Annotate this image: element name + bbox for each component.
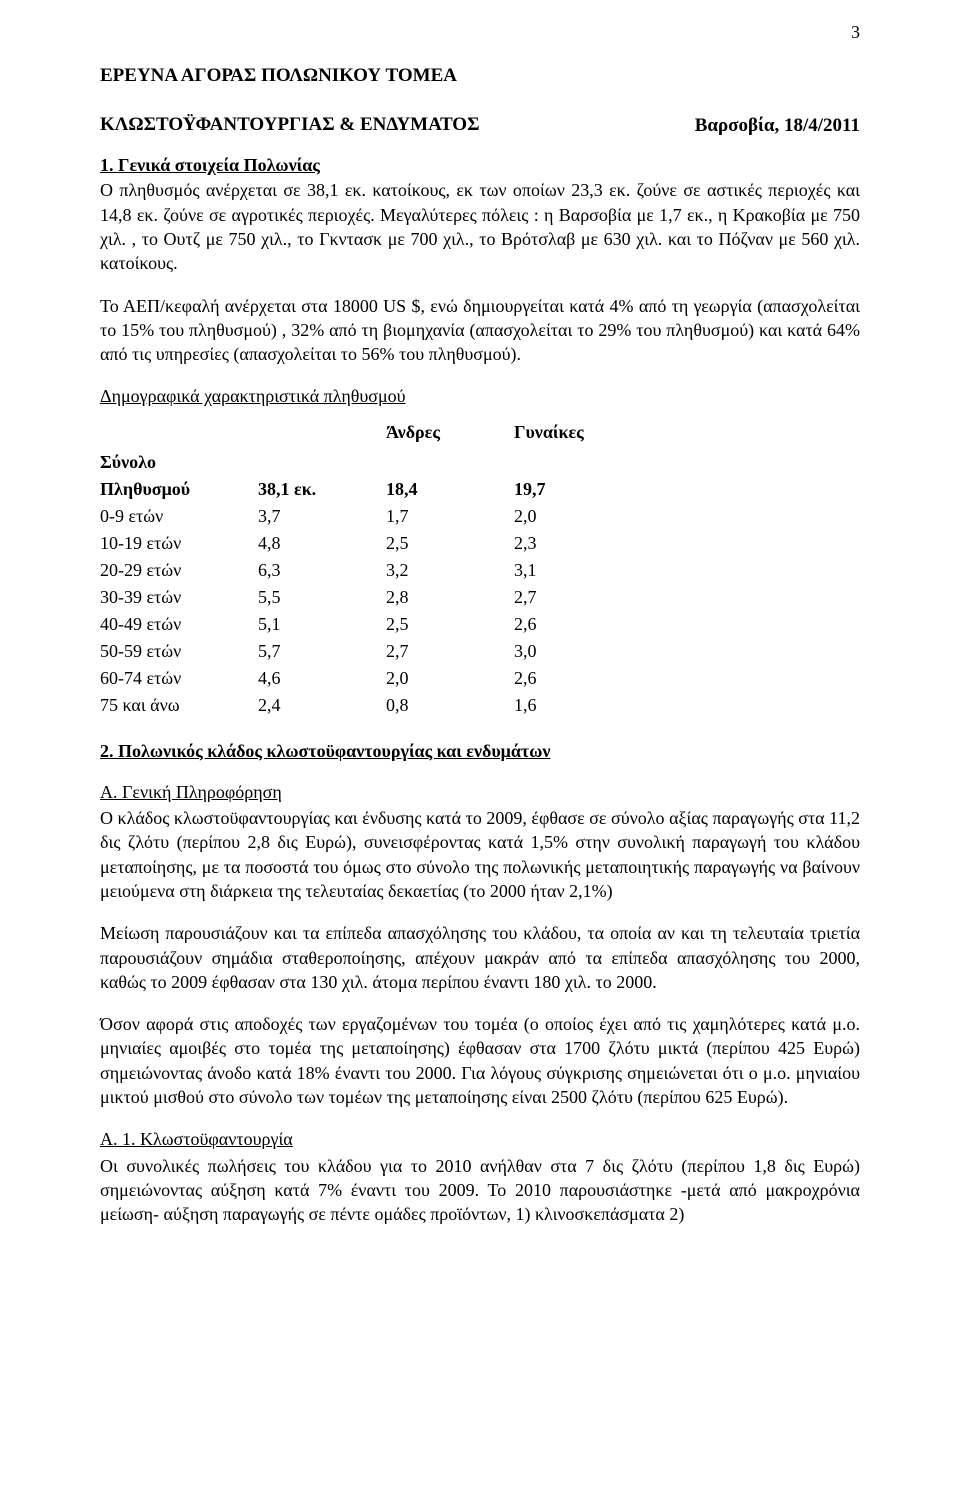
demographics-table: Άνδρες Γυναίκες Σύνολο Πληθυσμού 38,1 εκ…: [100, 419, 622, 719]
row-total: 4,6: [258, 665, 386, 692]
total-men: 18,4: [386, 476, 514, 503]
row-women: 1,6: [514, 692, 622, 719]
table-header-row: Άνδρες Γυναίκες: [100, 419, 622, 449]
row-women: 3,1: [514, 557, 622, 584]
table-row: 10-19 ετών4,82,52,3: [100, 530, 622, 557]
row-label: 20-29 ετών: [100, 557, 258, 584]
row-men: 0,8: [386, 692, 514, 719]
table-row: 75 και άνω2,40,81,6: [100, 692, 622, 719]
row-label: 0-9 ετών: [100, 503, 258, 530]
table-row: 60-74 ετών4,62,02,6: [100, 665, 622, 692]
section-2-heading: 2. Πολωνικός κλάδος κλωστοϋφαντουργίας κ…: [100, 741, 860, 762]
paragraph-a3: Όσον αφορά στις αποδοχές των εργαζομένων…: [100, 1012, 860, 1109]
table-row: 50-59 ετών5,72,73,0: [100, 638, 622, 665]
row-women: 2,6: [514, 611, 622, 638]
row-label: 10-19 ετών: [100, 530, 258, 557]
paragraph-a2: Μείωση παρουσιάζουν και τα επίπεδα απασχ…: [100, 921, 860, 994]
col-women: Γυναίκες: [514, 419, 622, 449]
col-men: Άνδρες: [386, 419, 514, 449]
paragraph-a1b: Οι συνολικές πωλήσεις του κλάδου για το …: [100, 1154, 860, 1227]
total-label-2: Πληθυσμού: [100, 476, 258, 503]
page-number: 3: [851, 22, 860, 43]
row-men: 2,0: [386, 665, 514, 692]
demographics-heading: Δημογραφικά χαρακτηριστικά πληθυσμού: [100, 384, 860, 408]
row-men: 2,5: [386, 611, 514, 638]
row-label: 50-59 ετών: [100, 638, 258, 665]
row-men: 1,7: [386, 503, 514, 530]
row-men: 2,7: [386, 638, 514, 665]
row-women: 2,6: [514, 665, 622, 692]
row-label: 75 και άνω: [100, 692, 258, 719]
paragraph-2: Το ΑΕΠ/κεφαλή ανέρχεται στα 18000 US $, …: [100, 294, 860, 367]
row-women: 2,0: [514, 503, 622, 530]
table-row: 40-49 ετών5,12,52,6: [100, 611, 622, 638]
section-1-heading: 1. Γενικά στοιχεία Πολωνίας: [100, 155, 860, 176]
row-men: 2,5: [386, 530, 514, 557]
row-label: 30-39 ετών: [100, 584, 258, 611]
subsection-a-heading: Α. Γενική Πληροφόρηση: [100, 780, 860, 804]
row-total: 4,8: [258, 530, 386, 557]
table-total-label-row-1: Σύνολο: [100, 449, 622, 476]
total-label-1: Σύνολο: [100, 449, 258, 476]
total-women: 19,7: [514, 476, 622, 503]
paragraph-a1: Ο κλάδος κλωστοϋφαντουργίας και ένδυσης …: [100, 806, 860, 903]
subsection-a1-heading: Α. 1. Κλωστοϋφαντουργία: [100, 1127, 860, 1151]
row-men: 2,8: [386, 584, 514, 611]
row-men: 3,2: [386, 557, 514, 584]
total-val: 38,1 εκ.: [258, 476, 386, 503]
row-total: 5,1: [258, 611, 386, 638]
row-total: 5,7: [258, 638, 386, 665]
paragraph-1: Ο πληθυσμός ανέρχεται σε 38,1 εκ. κατοίκ…: [100, 178, 860, 275]
title-line-1: ΕΡΕΥΝΑ ΑΓΟΡΑΣ ΠΟΛΩΝΙΚΟΥ ΤΟΜΕΑ: [100, 64, 860, 89]
table-row: 20-29 ετών6,33,23,1: [100, 557, 622, 584]
row-women: 2,7: [514, 584, 622, 611]
row-total: 6,3: [258, 557, 386, 584]
table-row: 30-39 ετών5,52,82,7: [100, 584, 622, 611]
table-row: 0-9 ετών3,71,72,0: [100, 503, 622, 530]
document-page: 3 ΕΡΕΥΝΑ ΑΓΟΡΑΣ ΠΟΛΩΝΙΚΟΥ ΤΟΜΕΑ ΚΛΩΣΤΟΫΦ…: [0, 0, 960, 1505]
row-women: 3,0: [514, 638, 622, 665]
row-label: 40-49 ετών: [100, 611, 258, 638]
row-total: 2,4: [258, 692, 386, 719]
table-total-row: Πληθυσμού 38,1 εκ. 18,4 19,7: [100, 476, 622, 503]
row-total: 5,5: [258, 584, 386, 611]
row-label: 60-74 ετών: [100, 665, 258, 692]
row-women: 2,3: [514, 530, 622, 557]
row-total: 3,7: [258, 503, 386, 530]
